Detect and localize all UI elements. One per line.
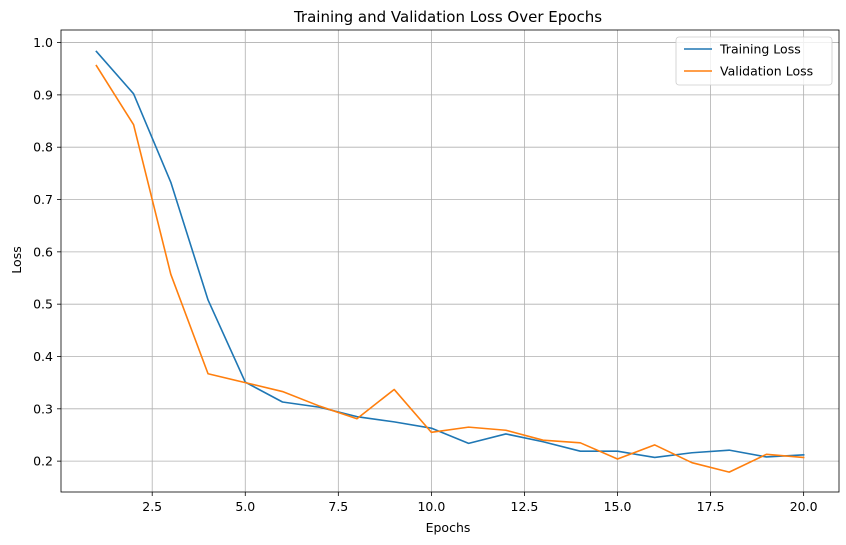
series-layer [95,50,805,473]
series-line-1 [95,64,805,473]
series-line-0 [95,50,805,459]
y-tick-label: 0.6 [33,244,53,259]
legend-label-0: Training Loss [719,42,801,57]
x-tick-label: 20.0 [790,499,818,514]
x-tick-label: 15.0 [604,499,632,514]
y-tick-label: 1.0 [33,35,53,50]
y-tick-label: 0.8 [33,140,53,155]
y-tick-label: 0.4 [33,349,53,364]
chart-title: Training and Validation Loss Over Epochs [293,8,602,26]
legend-label-1: Validation Loss [720,64,813,79]
plot-area-frame [60,29,840,493]
legend-box [675,36,833,86]
y-axis-label: Loss [9,246,24,273]
y-tick-label: 0.2 [33,454,53,469]
y-tick-label: 0.9 [33,87,53,102]
x-tick-label: 12.5 [511,499,539,514]
grid-lines [61,30,839,492]
x-axis-label: Epochs [426,520,471,535]
y-tick-label: 0.3 [33,401,53,416]
y-tick-label: 0.5 [33,297,53,312]
x-tick-label: 10.0 [417,499,445,514]
x-tick-label: 5.0 [235,499,255,514]
x-tick-label: 2.5 [142,499,162,514]
y-tick-label: 0.7 [33,192,53,207]
x-axis-ticks: 2.5 5.0 7.5 10.0 12.5 15.0 17.5 20.0 [142,492,818,514]
x-tick-label: 17.5 [697,499,725,514]
legend: Training Loss Validation Loss [675,36,833,86]
y-axis-ticks: 0.2 0.3 0.4 0.5 0.6 0.7 0.8 0.9 1.0 [33,35,61,469]
x-tick-label: 7.5 [328,499,348,514]
